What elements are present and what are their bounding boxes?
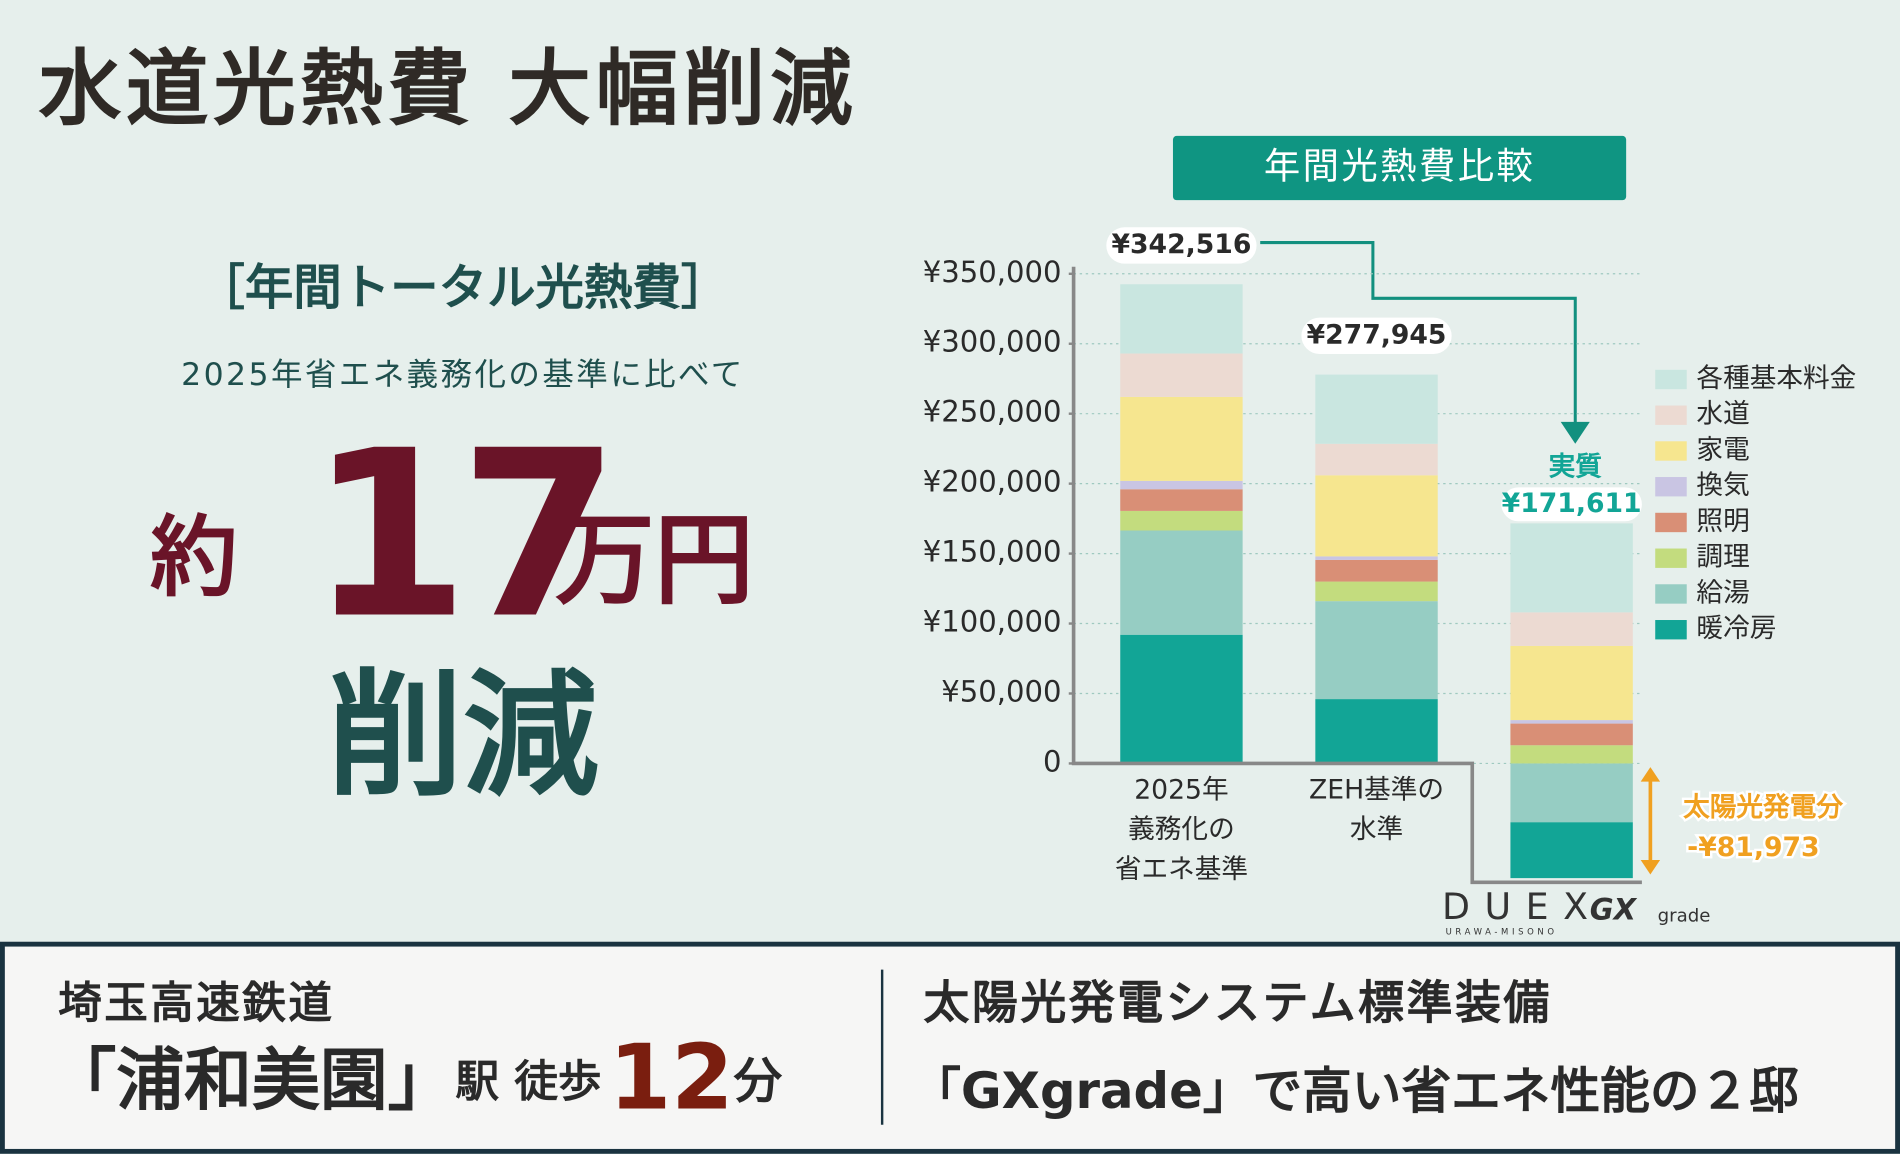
legend-label: 家電 [1696,434,1749,465]
bar-segment [1510,720,1633,724]
legend-label: 暖冷房 [1696,613,1776,644]
x-tick-line: 水準 [1350,814,1403,845]
solar-value-label: -¥81,973 [1687,832,1819,863]
total-label: ¥171,611 [1502,488,1642,519]
bar-segment [1120,530,1243,635]
chart: 0 ¥50,000 ¥100,000 ¥150,000 ¥200,000 ¥250,000… [923,227,1856,885]
headline: 水道光熱費 大幅削減 [38,42,858,137]
footer-unit: 分 [733,1054,783,1110]
x-tick-line: 義務化の [1128,814,1235,845]
bar-segment [1120,396,1243,481]
legend-label: 給湯 [1696,577,1749,608]
bar-segment [1120,510,1243,531]
legend-swatch [1655,584,1687,604]
footer-railway: 埼玉高速鉄道 [58,979,334,1029]
logo: DUEX GX grade URAWA-MISONO [1442,885,1711,937]
bar-segment [1120,489,1243,511]
bar-segment [1315,475,1438,557]
bar-segment [1510,612,1633,646]
bar-segment [1510,723,1633,746]
bar-segment [1315,443,1438,476]
total-label-bg [1106,227,1257,264]
total-label-bg [1301,317,1452,354]
x-tick-line: 省エネ基準 [1115,854,1248,885]
bar-segment [1315,699,1438,764]
solar-label: 太陽光発電分 [1683,792,1843,823]
x-tick-line: ZEH基準の [1309,774,1444,805]
bar-segment [1315,374,1438,444]
x-tick-label: 2025年義務化の省エネ基準 [1115,774,1248,885]
legend-swatch [1655,548,1687,568]
y-tick-label: ¥350,000 [923,255,1062,289]
footer-station: 「浦和美園」 [48,1041,455,1120]
bar-segment [1315,556,1438,560]
bar-segment [1120,480,1243,490]
bar-segment [1510,523,1633,613]
bar-segment [1315,601,1438,700]
bar-segment [1510,745,1633,764]
logo-brand: DUEX [1442,885,1603,928]
y-tick-label: ¥150,000 [923,535,1062,569]
footer-solar: 太陽光発電システム標準装備 [923,975,1552,1029]
reduction: 削減 [327,658,598,816]
legend-swatch [1655,441,1687,461]
footer-gx: 「GXgrade」で高い省エネ性能の２邸 [911,1062,1799,1120]
bar-segment [1510,645,1633,721]
legend-label: 照明 [1696,506,1749,537]
footer-walk: 駅 徒歩 [456,1058,602,1108]
logo-place: URAWA-MISONO [1446,927,1558,937]
x-tick-line: 2025年 [1134,774,1228,805]
y-tick-label: ¥250,000 [923,395,1062,429]
x-tick-label: ZEH基準の水準 [1309,774,1444,845]
footer-access: 「浦和美園」駅 徒歩12分 [48,1027,782,1131]
net-label: 実質 [1549,451,1603,482]
solar-arrow-head [1640,859,1661,875]
unit: 万円 [555,504,754,619]
y-tick-label: ¥200,000 [923,465,1062,499]
legend-label: 換気 [1696,470,1749,501]
legend-swatch [1655,405,1687,425]
legend-swatch [1655,620,1687,640]
y-tick-label: 0 [1043,744,1062,778]
bar-segment [1120,353,1243,397]
arrow-head [1560,421,1590,444]
bar-segment [1315,559,1438,582]
y-tick-label: ¥300,000 [923,325,1062,359]
subtitle: 2025年省エネ義務化の基準に比べて [181,357,745,393]
total-label: ¥277,945 [1307,319,1447,350]
total-label: ¥342,516 [1111,229,1251,260]
y-tick-label: ¥100,000 [923,605,1062,639]
legend-swatch [1655,512,1687,533]
axis [1071,266,1642,885]
logo-mark: GX [1590,892,1638,926]
legend-swatch [1655,477,1687,497]
chart-title: 年間光熱費比較 [1264,145,1535,188]
bar-segment [1510,822,1633,879]
bar-segment [1315,581,1438,602]
legend-label: 調理 [1696,542,1749,573]
legend-label: 各種基本料金 [1696,363,1856,394]
bar-segment [1510,763,1633,823]
footer-box [0,941,1900,1154]
y-tick-label: ¥50,000 [941,674,1061,708]
amount: 17 [309,402,610,670]
chart-title-box [1172,135,1627,201]
legend-label: 水道 [1696,399,1749,430]
legend-swatch [1655,369,1687,390]
logo-grade: grade [1658,905,1711,926]
bar-segment [1120,284,1243,354]
prefix: 約 [150,507,237,609]
bar-segment [1120,634,1243,764]
solar-arrow-head [1640,767,1661,782]
footer-minutes: 12 [609,1027,734,1131]
comparison-arrow [1260,241,1577,427]
total-label-bg [1501,487,1642,522]
bracket-title: ［年間トータル光熱費］ [196,260,729,316]
